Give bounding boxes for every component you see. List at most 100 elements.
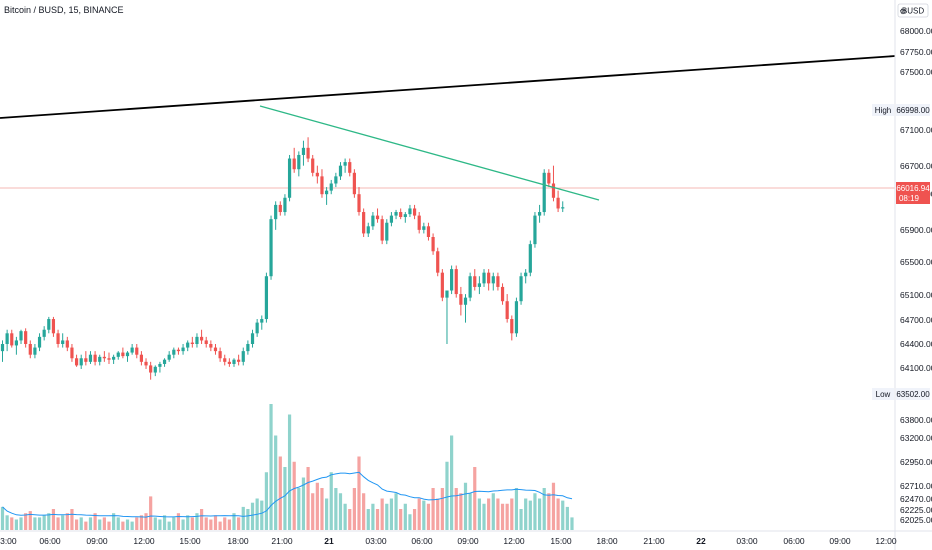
settings-icon[interactable]: ⚙ [899,7,906,16]
candle-up[interactable] [172,349,176,355]
candle-up[interactable] [561,207,565,209]
candle-down[interactable] [496,276,500,287]
candle-up[interactable] [394,212,398,216]
candle-up[interactable] [5,333,9,344]
candle-up[interactable] [158,363,162,367]
candle-up[interactable] [329,183,333,191]
candle-down[interactable] [204,340,208,344]
candle-down[interactable] [417,215,421,230]
candle-down[interactable] [209,344,213,348]
candle-up[interactable] [47,319,51,330]
candle-down[interactable] [473,276,477,287]
candle-down[interactable] [70,347,74,359]
candle-down[interactable] [213,347,218,352]
candle-down[interactable] [218,351,222,359]
candle-up[interactable] [274,204,278,220]
candle-down[interactable] [144,361,148,366]
candle-up[interactable] [477,283,481,287]
candle-up[interactable] [37,336,42,348]
time-axis[interactable]: 03:00 06:00 09:00 12:00 15:00 18:00 21:00 21 03:… [0,536,897,546]
candle-down[interactable] [352,172,356,195]
candle-up[interactable] [463,297,468,305]
candle-down[interactable] [306,147,310,159]
candle-down[interactable] [135,347,139,355]
candle-up[interactable] [445,290,449,298]
candle-up[interactable] [19,331,23,341]
candle-down[interactable] [315,172,319,177]
candle-up[interactable] [250,333,255,344]
candle-up[interactable] [232,359,236,364]
candle-down[interactable] [121,352,125,357]
candle-down[interactable] [292,158,296,170]
candle-up[interactable] [338,165,343,177]
candle-up[interactable] [167,354,171,360]
candle-down[interactable] [190,342,194,344]
candle-down[interactable] [380,219,384,241]
candle-up[interactable] [195,336,199,344]
candle-up[interactable] [408,208,412,215]
candle-up[interactable] [403,214,407,218]
candle-up[interactable] [181,347,185,352]
candle-down[interactable] [440,272,444,298]
candle-up[interactable] [14,340,18,346]
candle-up[interactable] [0,344,5,352]
candle-down[interactable] [278,204,282,213]
candle-down[interactable] [436,251,440,273]
candle-up[interactable] [468,276,472,298]
candle-up[interactable] [334,176,338,184]
trendline-minor[interactable] [259,105,600,201]
candle-up[interactable] [125,352,130,357]
candle-up[interactable] [528,244,532,273]
candle-up[interactable] [98,356,102,362]
candle-down[interactable] [426,226,431,237]
candle-up[interactable] [260,319,264,323]
candle-up[interactable] [343,162,347,166]
candle-down[interactable] [487,272,491,284]
candle-up[interactable] [79,358,83,366]
candle-up[interactable] [297,154,301,170]
candle-down[interactable] [459,294,463,305]
candle-up[interactable] [482,272,486,284]
candle-up[interactable] [88,354,93,362]
candle-down[interactable] [431,237,435,252]
candle-up[interactable] [287,158,292,198]
candle-down[interactable] [399,212,403,218]
candle-down[interactable] [176,349,181,352]
candle-up[interactable] [422,226,426,230]
candle-up[interactable] [33,347,37,355]
candle-down[interactable] [24,331,28,344]
candle-down[interactable] [311,158,315,173]
candle-up[interactable] [519,276,523,302]
candle-down[interactable] [500,286,505,302]
candle-up[interactable] [389,215,394,223]
candle-down[interactable] [51,319,56,334]
candle-up[interactable] [385,222,389,241]
candle-down[interactable] [93,354,97,362]
candle-up[interactable] [241,351,245,362]
candle-down[interactable] [320,176,324,195]
candle-down[interactable] [237,359,241,362]
candle-down[interactable] [454,269,458,295]
candle-down[interactable] [223,358,227,362]
candle-down[interactable] [362,212,366,234]
price-axis[interactable]: 68000.00 67750.00 67500.00 67100.00 66700.00… [900,26,932,525]
candle-down[interactable] [65,340,69,348]
candle-up[interactable] [130,347,134,353]
candle-up[interactable] [325,190,329,195]
candle-up[interactable] [450,269,454,291]
candle-down[interactable] [505,301,509,320]
candle-up[interactable] [537,212,542,216]
candle-up[interactable] [533,215,537,245]
candle-up[interactable] [366,226,370,234]
candle-down[interactable] [107,358,111,360]
candle-up[interactable] [112,356,116,360]
candle-up[interactable] [283,197,287,213]
candle-down[interactable] [199,336,204,341]
candle-down[interactable] [227,361,231,364]
candle-down[interactable] [84,358,88,362]
candle-down[interactable] [139,354,143,362]
currency-badge[interactable]: BUSD [897,3,929,18]
candle-down[interactable] [28,344,32,355]
candle-up[interactable] [42,329,46,337]
